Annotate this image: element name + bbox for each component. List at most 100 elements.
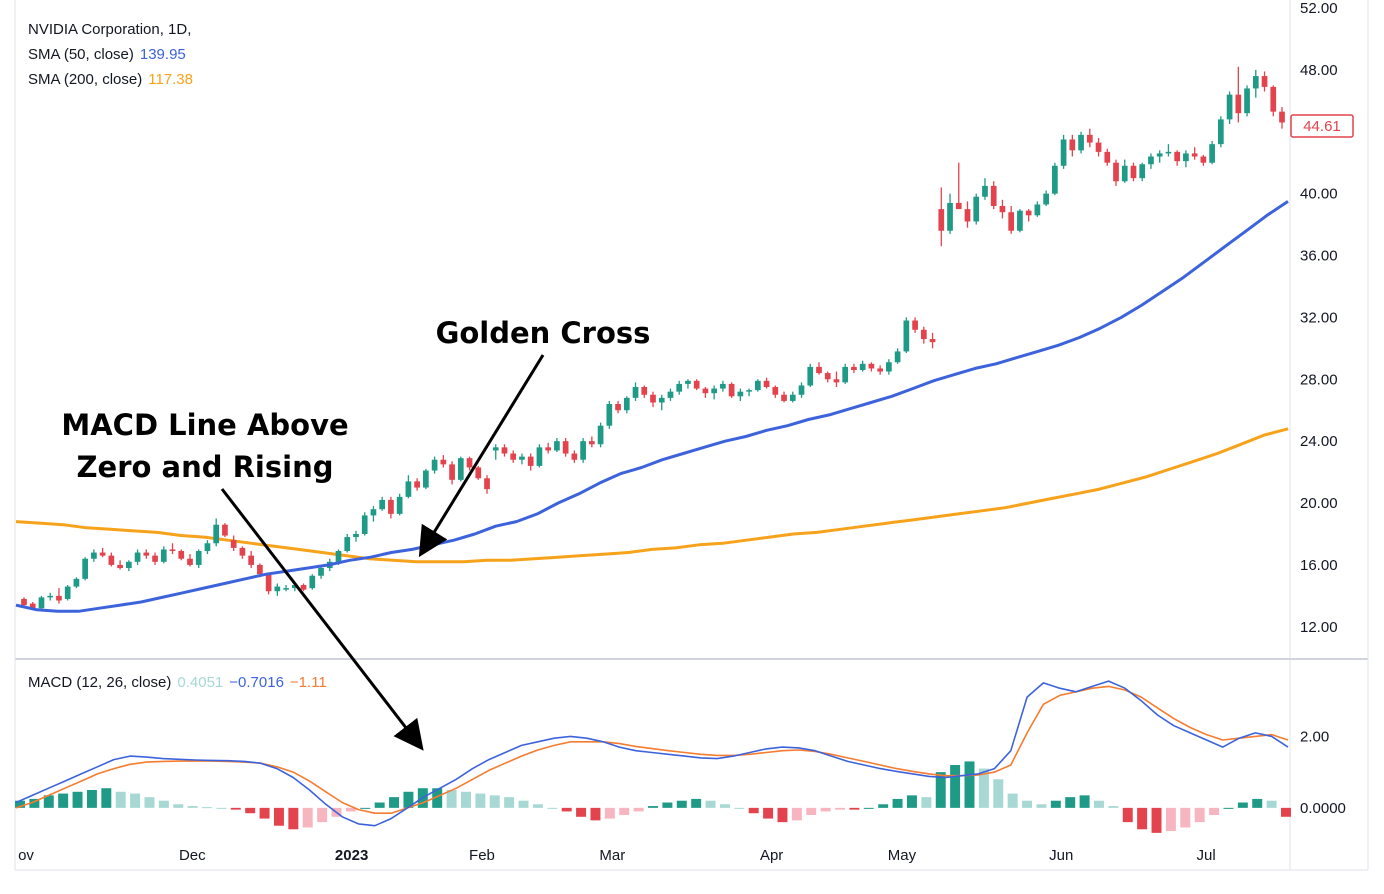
last-price-badge-box <box>1290 114 1354 138</box>
macd-histogram-bar <box>187 806 198 808</box>
candle-body <box>1235 94 1242 114</box>
macd-histogram-bar <box>130 793 141 808</box>
last-price-badge-text: 44.61 <box>1303 118 1341 135</box>
macd-lines <box>15 680 1289 827</box>
candle-body <box>388 499 394 514</box>
macd-histogram-bar <box>950 765 961 808</box>
macd-histogram-bar <box>460 791 471 808</box>
candle-body <box>1008 212 1015 231</box>
time-axis: ov Dec 2023 Feb Mar Apr May Jun Jul <box>18 847 1216 864</box>
candle-body <box>728 383 735 397</box>
macd-histogram-bar <box>403 791 414 808</box>
legend-sma200-label: SMA (200, close) <box>28 71 143 88</box>
candle-body <box>868 363 875 369</box>
macd-histogram-bar <box>29 798 40 808</box>
candle-body <box>615 404 621 411</box>
macd-histogram-bar <box>86 790 97 808</box>
golden-cross-arrow <box>418 354 545 558</box>
time-tick-label: Feb <box>469 847 495 864</box>
price-tick-label: 24.00 <box>1300 433 1338 450</box>
candle-body <box>440 459 447 465</box>
candle-body <box>353 533 359 538</box>
price-tick-label: 28.00 <box>1300 371 1338 388</box>
candle-body <box>1165 151 1172 154</box>
candle-body <box>1025 210 1032 216</box>
macd-histogram-bar <box>604 807 615 819</box>
candle-body <box>990 185 997 207</box>
candle-body <box>1279 111 1285 123</box>
macd-histogram-bar <box>576 807 587 817</box>
macd-histogram-bar <box>1209 807 1220 815</box>
legend-sma200-value: 117.38 <box>148 71 193 88</box>
candle-body <box>222 524 228 536</box>
macd-histogram-bar <box>978 768 989 808</box>
macd-histogram-bar <box>619 807 630 815</box>
macd-histogram-bar <box>590 807 601 821</box>
macd-histogram-bar <box>288 807 299 830</box>
candle-body <box>545 447 552 451</box>
candle-body <box>886 362 892 372</box>
annotation-arrows <box>220 354 545 751</box>
macd-arrow <box>220 488 424 751</box>
candle-body <box>1209 144 1215 163</box>
macd-histogram-bar <box>101 788 112 808</box>
candle-body <box>1121 165 1128 182</box>
macd-legend-macd: −0.7016 <box>229 674 284 691</box>
candle-body <box>108 555 115 565</box>
macd-histogram-bar <box>863 807 874 809</box>
macd-histogram-bar <box>1180 807 1191 828</box>
candle-body <box>73 578 80 587</box>
candle-body <box>650 394 656 403</box>
macd-histogram-bar <box>1194 807 1205 823</box>
candle-body <box>370 509 377 516</box>
candle-body <box>239 547 246 556</box>
macd-histogram-bar <box>561 807 572 812</box>
candle-body <box>824 373 831 380</box>
candle-body <box>763 380 770 388</box>
price-tick-label: 16.00 <box>1300 557 1338 574</box>
candle-body <box>466 458 473 468</box>
candle-body <box>396 496 403 514</box>
macd-histogram-bar <box>1036 804 1047 808</box>
candle-body <box>1086 134 1093 143</box>
candle-body <box>964 209 971 222</box>
macd-histogram-bar <box>1007 793 1018 808</box>
legend-sma50-label: SMA (50, close) <box>28 46 134 63</box>
candle-body <box>318 568 324 576</box>
macd-histogram-bar <box>43 795 54 808</box>
macd-histogram-bar <box>1281 807 1291 817</box>
candle-body <box>772 387 779 395</box>
candle-body <box>807 366 814 386</box>
macd-histogram-bar <box>1065 797 1076 808</box>
macd-histogram-bar <box>806 807 817 815</box>
macd-histogram-bar <box>216 807 227 809</box>
macd-annotation: MACD Line Above Zero and Rising <box>40 404 370 488</box>
candle-body <box>1156 153 1163 157</box>
macd-histogram-bar <box>921 797 932 808</box>
price-tick-label: 20.00 <box>1300 495 1338 512</box>
candle-body <box>160 549 167 562</box>
candle-body <box>1113 162 1119 182</box>
candle-body <box>47 595 54 598</box>
candle-body <box>1130 165 1137 179</box>
candle-body <box>693 380 700 389</box>
macd-histogram-bar <box>360 807 371 809</box>
candle-body <box>536 447 543 466</box>
macd-legend-histogram: 0.4051 <box>177 674 224 691</box>
price-tick-label: 52.00 <box>1300 0 1338 17</box>
candle-body <box>1183 153 1189 162</box>
macd-annotation-line1: MACD Line Above <box>61 408 349 442</box>
macd-histogram-bar <box>1252 798 1263 808</box>
macd-histogram-bar <box>72 791 83 808</box>
candle-body <box>449 464 455 480</box>
macd-histogram-bar <box>849 807 860 810</box>
candle-body <box>379 499 386 510</box>
time-tick-label: Mar <box>599 847 625 864</box>
macd-histogram-bar <box>1022 800 1033 808</box>
signal-line <box>15 685 1289 815</box>
candle-body <box>737 391 744 397</box>
macd-histogram-bar <box>1151 807 1162 833</box>
macd-histogram-bar <box>648 806 658 808</box>
macd-histogram-bar <box>993 779 1004 808</box>
